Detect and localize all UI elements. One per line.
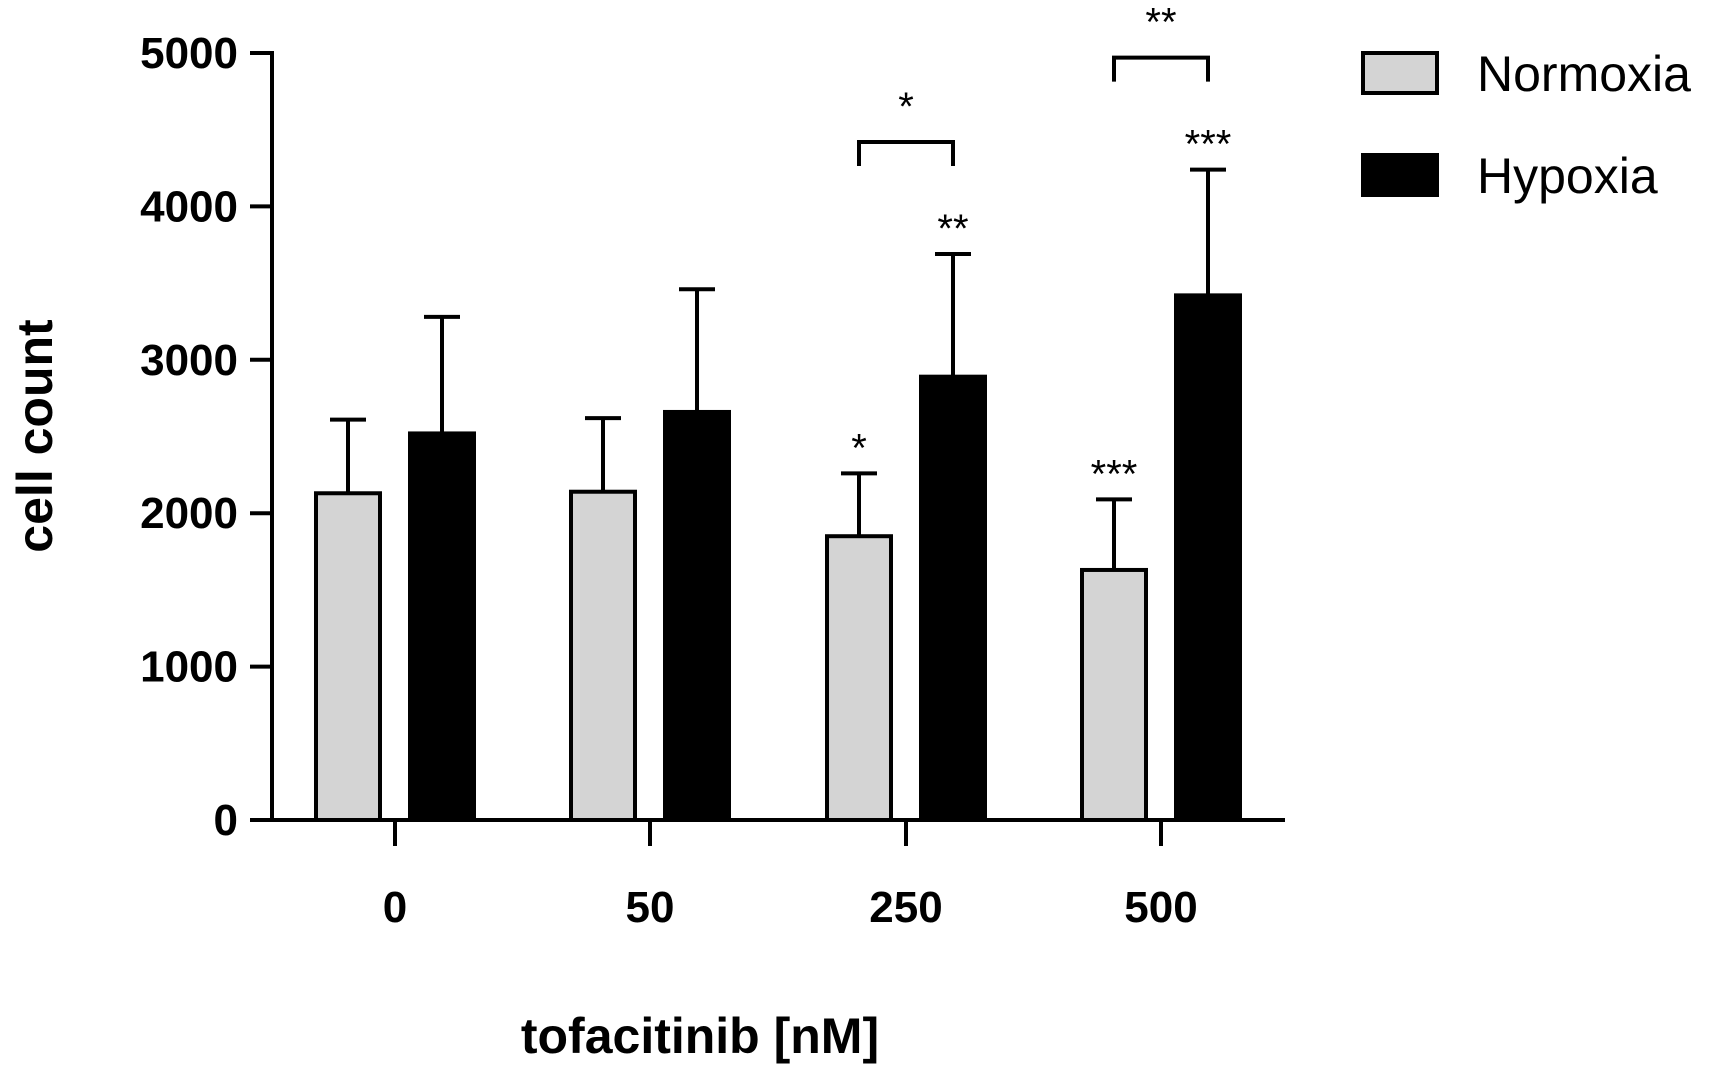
legend-label-normoxia: Normoxia bbox=[1477, 46, 1691, 102]
legend-swatch-normoxia bbox=[1361, 51, 1439, 95]
comparison-bracket bbox=[857, 139, 955, 166]
y-axis-title: cell count bbox=[7, 319, 63, 553]
x-tick-label: 0 bbox=[383, 883, 407, 932]
bar-normoxia bbox=[825, 534, 893, 823]
significance-label: *** bbox=[1091, 452, 1138, 496]
bar-hypoxia bbox=[1174, 293, 1242, 822]
bars bbox=[314, 167, 1242, 823]
bar-normoxia bbox=[314, 491, 382, 822]
comparison-label: ** bbox=[1145, 1, 1176, 45]
x-tick-label: 50 bbox=[626, 883, 675, 932]
y-tick-label: 5000 bbox=[140, 29, 238, 78]
significance-label: *** bbox=[1185, 123, 1232, 167]
labels: 0 1000 2000 3000 4000 5000 0 50 250 500 tofacitini… bbox=[7, 1, 1231, 1064]
x-tick-label: 250 bbox=[869, 883, 942, 932]
bar-hypoxia bbox=[919, 374, 987, 822]
y-tick-label: 0 bbox=[214, 796, 238, 845]
legend-swatch-hypoxia bbox=[1361, 153, 1439, 197]
x-axis-title: tofacitinib [nM] bbox=[521, 1008, 879, 1064]
y-tick-label: 4000 bbox=[140, 182, 238, 231]
legend-label-hypoxia: Hypoxia bbox=[1477, 148, 1658, 204]
comparison-label: * bbox=[898, 85, 914, 129]
y-tick-label: 1000 bbox=[140, 643, 238, 692]
y-tick-label: 3000 bbox=[140, 336, 238, 385]
legend: Normoxia Hypoxia bbox=[1361, 46, 1691, 204]
significance-label: ** bbox=[937, 207, 968, 251]
bar-normoxia bbox=[569, 489, 637, 822]
bar-hypoxia bbox=[663, 409, 731, 822]
bar-normoxia bbox=[1080, 567, 1148, 823]
significance-label: * bbox=[851, 426, 867, 470]
comparison-bracket bbox=[1112, 55, 1210, 82]
y-tick-label: 2000 bbox=[140, 489, 238, 538]
x-tick-label: 500 bbox=[1124, 883, 1197, 932]
bar-hypoxia bbox=[408, 431, 476, 822]
